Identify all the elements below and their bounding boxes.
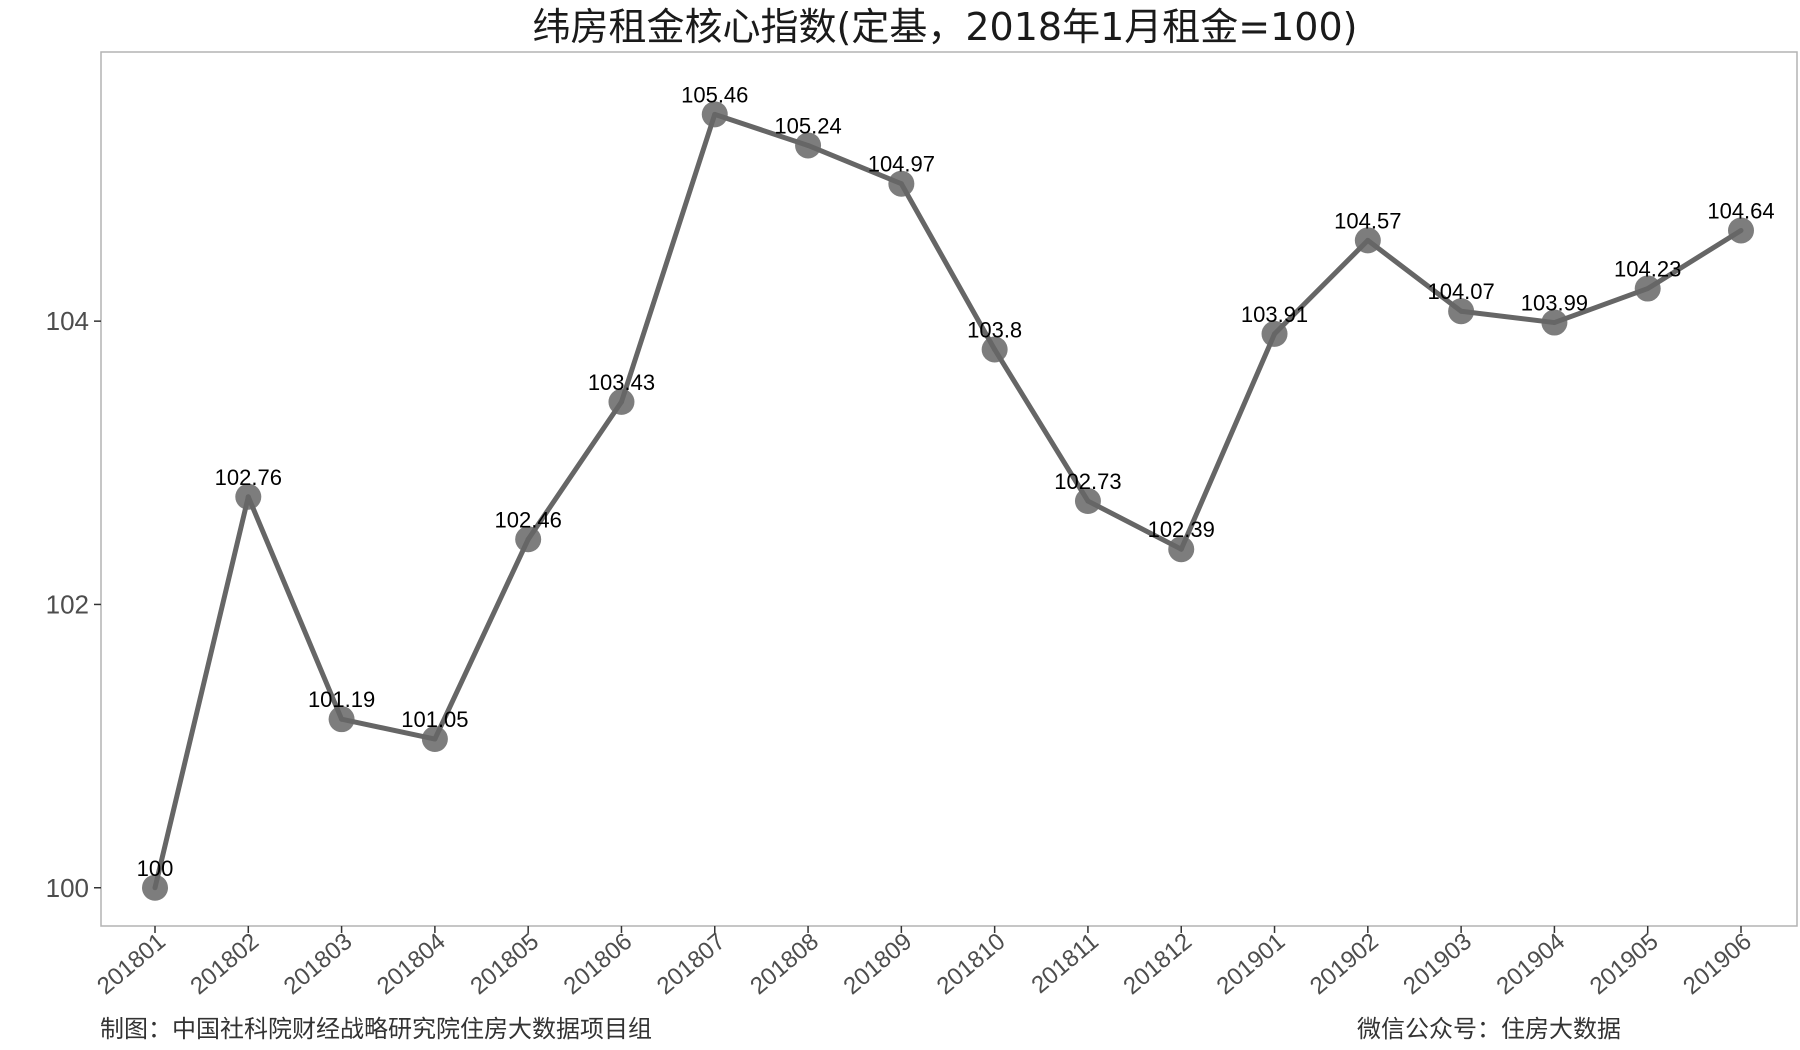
line-segment [1458, 308, 1557, 326]
footer-credit: 制图：中国社科院财经战略研究院住房大数据项目组 [100, 1015, 652, 1043]
data-point [888, 170, 915, 197]
line-segment [992, 346, 1091, 504]
line-segment [432, 536, 531, 742]
data-label: 103.99 [1521, 291, 1588, 316]
line-segment [805, 142, 904, 187]
data-label: 104.57 [1334, 208, 1401, 233]
data-label: 102.76 [215, 465, 282, 490]
x-tick-label: 201802 [185, 928, 264, 1000]
data-label: 104.97 [868, 152, 935, 177]
line-segment [1178, 331, 1278, 552]
x-tick-label: 201801 [92, 928, 171, 1000]
data-point [608, 388, 635, 415]
line-segment [1645, 227, 1744, 292]
line-segment [1085, 498, 1184, 552]
plot-panel-border [100, 51, 1798, 927]
data-labels: 100 102.76 101.19 101.05 102.46 103.43 105.46 1… [137, 82, 1775, 880]
data-label: 101.19 [308, 687, 375, 712]
x-tick-label: 201809 [838, 928, 917, 1000]
line-segment [525, 399, 624, 542]
line-segment [1551, 286, 1651, 326]
line-segment [245, 494, 345, 722]
data-point [328, 706, 355, 733]
data-point [1448, 298, 1475, 325]
x-tick-label: 201903 [1398, 928, 1477, 1000]
data-point [795, 132, 822, 159]
x-axis: 201801 201802 201803 201804 201805 201806 2018… [92, 926, 1757, 1000]
x-tick-label: 201902 [1305, 928, 1384, 1000]
data-label: 103.43 [588, 370, 655, 395]
y-tick-label: 102 [46, 589, 89, 619]
data-point [515, 526, 542, 553]
x-tick-label: 201904 [1492, 928, 1571, 1000]
data-point [1261, 320, 1288, 347]
x-tick-label: 201803 [279, 928, 358, 1000]
data-point [981, 336, 1008, 363]
x-tick-label: 201812 [1118, 928, 1197, 1000]
x-tick-label: 201808 [745, 928, 824, 1000]
data-label: 105.24 [774, 113, 841, 138]
data-point [421, 726, 448, 753]
y-axis: 100 102 104 [46, 306, 101, 903]
x-tick-label: 201805 [465, 928, 544, 1000]
y-tick-label: 104 [46, 306, 89, 336]
data-label: 100 [137, 856, 174, 881]
line-segment [339, 716, 438, 742]
line-segment [618, 111, 718, 405]
data-label: 102.39 [1148, 517, 1215, 542]
data-point [1541, 309, 1568, 336]
data-label: 102.46 [495, 507, 562, 532]
line-segment [1272, 237, 1371, 337]
footer-wechat: 微信公众号：住房大数据 [1357, 1015, 1621, 1043]
line-segment [152, 494, 251, 891]
x-tick-label: 201906 [1678, 928, 1757, 1000]
data-point [1074, 488, 1101, 515]
x-tick-label: 201804 [372, 928, 451, 1000]
series-points [142, 101, 1754, 901]
y-tick-label: 100 [46, 873, 89, 903]
data-label: 104.23 [1614, 257, 1681, 282]
data-point [1728, 217, 1754, 244]
data-label: 103.8 [967, 317, 1022, 342]
data-label: 102.73 [1054, 469, 1121, 494]
data-label: 101.05 [401, 707, 468, 732]
x-tick-label: 201807 [652, 928, 731, 1000]
data-label: 104.64 [1707, 198, 1774, 223]
series-line [152, 111, 1744, 891]
data-label: 103.91 [1241, 302, 1308, 327]
chart-title: 纬房租金核心指数(定基，2018年1月租金=100) [533, 5, 1358, 49]
data-point [701, 101, 728, 128]
data-point [235, 483, 262, 510]
line-segment [1365, 237, 1464, 314]
data-label: 104.07 [1427, 279, 1494, 304]
data-label: 105.46 [681, 82, 748, 107]
data-point [1634, 275, 1661, 302]
x-tick-label: 201901 [1212, 928, 1291, 1000]
line-segment [712, 111, 811, 148]
data-point [1354, 227, 1381, 254]
x-tick-label: 201905 [1585, 928, 1664, 1000]
x-tick-label: 201806 [559, 928, 638, 1000]
x-tick-label: 201810 [932, 928, 1011, 1000]
x-tick-label: 201811 [1026, 928, 1103, 999]
data-point [142, 874, 168, 901]
data-point [1168, 536, 1195, 563]
line-segment [898, 181, 998, 352]
